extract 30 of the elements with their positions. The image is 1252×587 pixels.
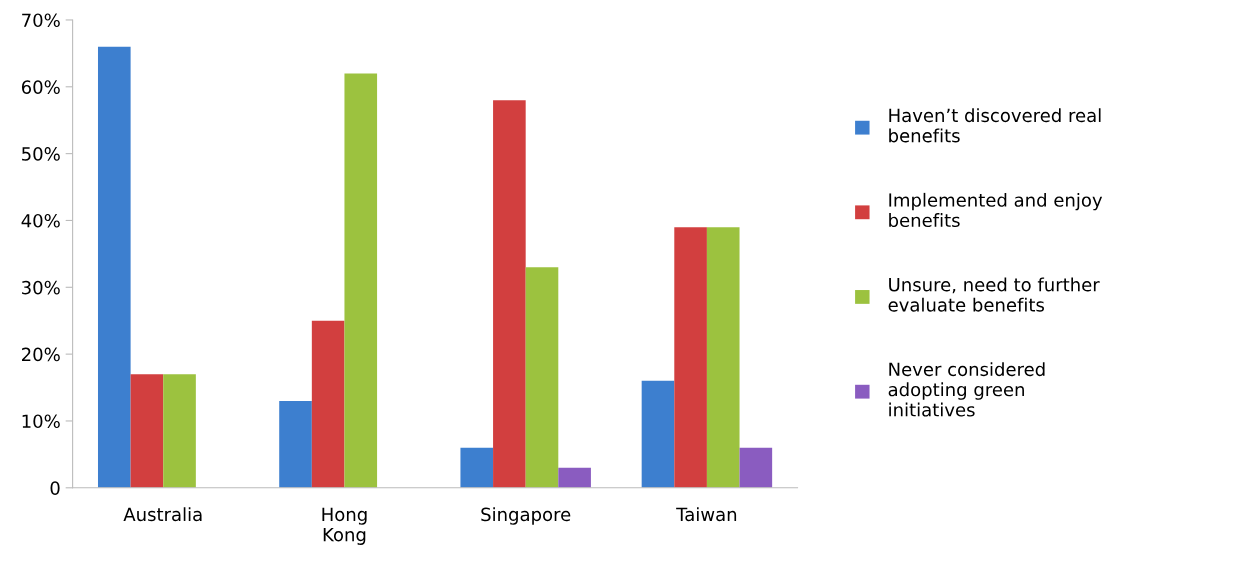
x-tick-label: Australia (123, 507, 202, 522)
y-tick-label: 0 (50, 481, 60, 495)
bar (493, 100, 526, 488)
x-tick-label: Singapore (481, 507, 571, 525)
bar (97, 46, 131, 488)
y-tick-label: 40% (21, 213, 60, 228)
legend-label: Haven’t discovered real benefits (889, 108, 1101, 143)
y-tick-label: 30% (22, 280, 60, 295)
x-tick-label: Hong Kong (322, 507, 367, 545)
bar (558, 467, 591, 488)
bar (706, 227, 740, 488)
bar (739, 447, 773, 488)
y-tick-label: 20% (22, 347, 60, 362)
bar (525, 267, 559, 488)
bar (311, 320, 345, 488)
y-tick-label: 50% (22, 147, 60, 161)
bar (460, 447, 494, 488)
bar (641, 380, 675, 488)
x-tick-label: Taiwan (676, 507, 737, 522)
legend-label: Implemented and enjoy benefits (889, 192, 1103, 228)
bar (163, 374, 196, 488)
y-tick-label: 60% (21, 80, 60, 94)
bar (130, 374, 164, 488)
bar (344, 73, 378, 488)
bar (279, 400, 312, 488)
legend-label: Never considered adopting green initiatives (888, 362, 1045, 417)
y-tick-label: 10% (22, 414, 60, 429)
y-tick-label: 70% (22, 13, 60, 28)
legend-label: Unsure, need to further evaluate benefits (888, 277, 1100, 312)
bar (674, 227, 707, 488)
